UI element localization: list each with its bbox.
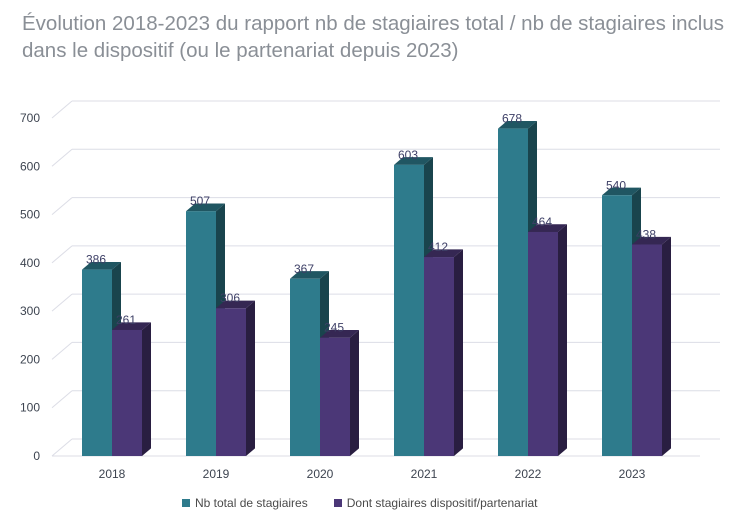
data-label: 464: [532, 215, 552, 229]
x-tick-label: 2018: [99, 467, 126, 481]
bar: [602, 195, 632, 456]
bar-top: [82, 261, 121, 270]
y-tick-label: 700: [20, 111, 40, 125]
bar: [186, 211, 216, 456]
bar: [632, 244, 662, 456]
bar-chart: 0 100 200 300 400 500 600 700 386 261 2018 507 306 20…: [20, 100, 720, 481]
x-tick-label: 2021: [411, 467, 438, 481]
data-label: 540: [606, 178, 626, 192]
bar-top: [528, 224, 567, 232]
y-tick-label: 300: [20, 304, 40, 318]
bar: [498, 128, 528, 456]
data-label: 261: [116, 313, 136, 327]
data-label: 306: [220, 291, 240, 305]
data-label: 678: [502, 112, 522, 126]
bar-side: [662, 236, 671, 456]
bar: [424, 257, 454, 456]
x-tick-label: 2022: [515, 467, 542, 481]
bar-side: [246, 300, 255, 456]
gridline-slant: [51, 390, 73, 409]
legend-item-dispositif: Dont stagiaires dispositif/partenariat: [333, 496, 538, 510]
bar-side: [454, 249, 463, 456]
x-tick-label: 2019: [203, 467, 230, 481]
gridline-slant: [51, 293, 73, 312]
data-label: 245: [324, 321, 344, 335]
bar: [82, 269, 112, 456]
gridline-slant: [51, 148, 73, 167]
x-tick-label: 2020: [307, 467, 334, 481]
y-tick-label: 0: [33, 449, 40, 463]
bar-top: [498, 120, 537, 129]
bar: [216, 308, 246, 456]
bar: [290, 278, 320, 456]
data-label: 438: [636, 228, 656, 242]
bar-top: [112, 322, 151, 330]
y-tick-label: 100: [20, 401, 40, 415]
data-label: 367: [294, 262, 314, 276]
data-label: 507: [190, 194, 210, 208]
bar: [112, 329, 142, 456]
bar-top: [216, 300, 255, 309]
y-tick-label: 500: [20, 208, 40, 222]
gridline-slant: [51, 197, 73, 215]
data-label: 412: [428, 240, 448, 254]
data-label: 386: [86, 253, 106, 267]
bar: [528, 231, 558, 456]
legend-swatch-dispositif: [333, 499, 342, 507]
y-tick-label: 600: [20, 159, 40, 173]
bar: [320, 337, 350, 456]
bar-top: [424, 249, 463, 258]
chart-title: Évolution 2018-2023 du rapport nb de sta…: [22, 12, 725, 62]
legend-swatch-total: [182, 499, 190, 507]
bar-top: [186, 203, 225, 212]
gridline-slant: [51, 100, 73, 119]
y-tick-label: 400: [20, 256, 40, 270]
bar: [394, 164, 424, 456]
y-tick-label: 200: [20, 352, 40, 366]
legend-label-total: Nb total de stagiaires: [195, 496, 308, 510]
bar-side: [558, 224, 567, 456]
legend-item-total: Nb total de stagiaires: [182, 496, 308, 510]
bar-side: [142, 322, 151, 456]
gridline-slant: [51, 438, 73, 457]
legend: Nb total de stagiaires Dont stagiaires d…: [182, 496, 538, 510]
bar-top: [602, 187, 641, 196]
legend-label-dispositif: Dont stagiaires dispositif/partenariat: [346, 496, 538, 510]
gridline-slant: [51, 245, 73, 264]
bar-top: [394, 157, 433, 165]
gridline-slant: [51, 342, 73, 360]
bar-top: [320, 330, 359, 338]
bar-top: [290, 271, 329, 279]
bar-top: [632, 236, 671, 245]
x-tick-label: 2023: [619, 467, 646, 481]
bar-side: [350, 330, 359, 456]
data-label: 603: [398, 148, 418, 162]
